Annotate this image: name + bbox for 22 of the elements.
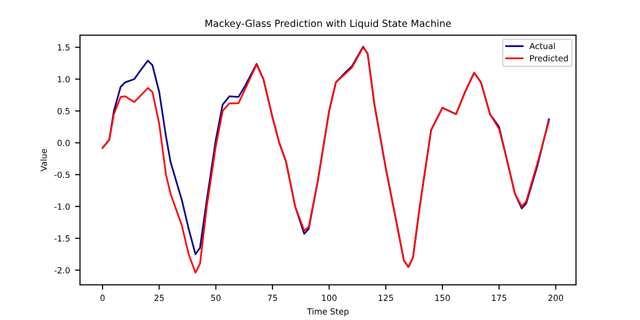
legend-label: Actual [529, 42, 555, 50]
y-tick-label: -2.0 [54, 267, 70, 274]
x-tick-label: 75 [268, 294, 278, 301]
y-tick-label: 1.0 [58, 76, 70, 82]
y-tick-label: -0.5 [54, 172, 70, 178]
y-tick-label: 0.5 [58, 108, 70, 114]
y-tick-label: 0.0 [58, 140, 70, 146]
x-tick-label: 100 [322, 294, 337, 301]
x-tick-label: 50 [211, 294, 221, 301]
x-tick-label: 0 [100, 294, 105, 301]
legend-label: Predicted [530, 54, 568, 62]
x-tick-label: 175 [492, 294, 506, 301]
x-tick-label: 125 [378, 294, 394, 301]
x-axis-title: Time Step [306, 308, 349, 316]
y-tick-label: -1.5 [54, 235, 70, 242]
y-tick-label: 1.5 [58, 44, 70, 51]
x-tick-label: 200 [548, 294, 564, 301]
y-axis-title: Value [40, 149, 47, 172]
chart-title: Mackey-Glass Prediction with Liquid State Machine [206, 19, 451, 29]
y-tick-label: -1.0 [54, 203, 70, 210]
x-tick-label: 150 [435, 294, 450, 301]
x-tick-label: 25 [154, 294, 164, 301]
